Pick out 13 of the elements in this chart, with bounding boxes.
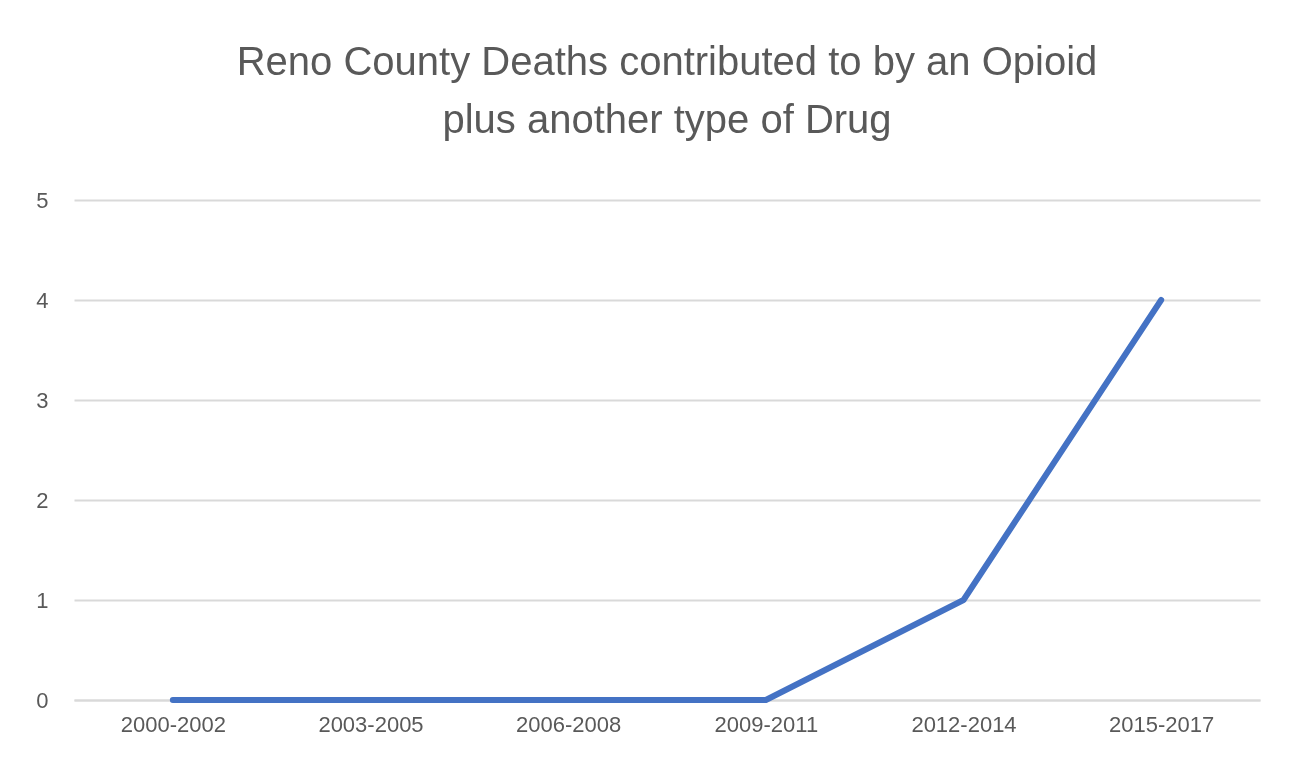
y-tick-label: 2 [36, 487, 49, 513]
x-tick-label: 2009-2011 [714, 711, 819, 737]
x-tick-label: 2012-2014 [911, 711, 1017, 737]
x-tick-label: 2000-2002 [120, 711, 226, 737]
y-tick-label: 4 [36, 287, 49, 313]
x-tick-label: 2015-2017 [1109, 711, 1215, 737]
chart-title: Reno County Deaths contributed to by an Opioid plus another type of Drug [236, 39, 1098, 141]
y-tick-label: 0 [36, 687, 49, 713]
x-tick-label: 2003-2005 [318, 711, 424, 737]
y-tick-label: 5 [36, 187, 49, 213]
y-tick-label: 1 [36, 587, 49, 613]
y-tick-label: 3 [36, 387, 49, 413]
x-tick-label: 2006-2008 [516, 711, 622, 737]
